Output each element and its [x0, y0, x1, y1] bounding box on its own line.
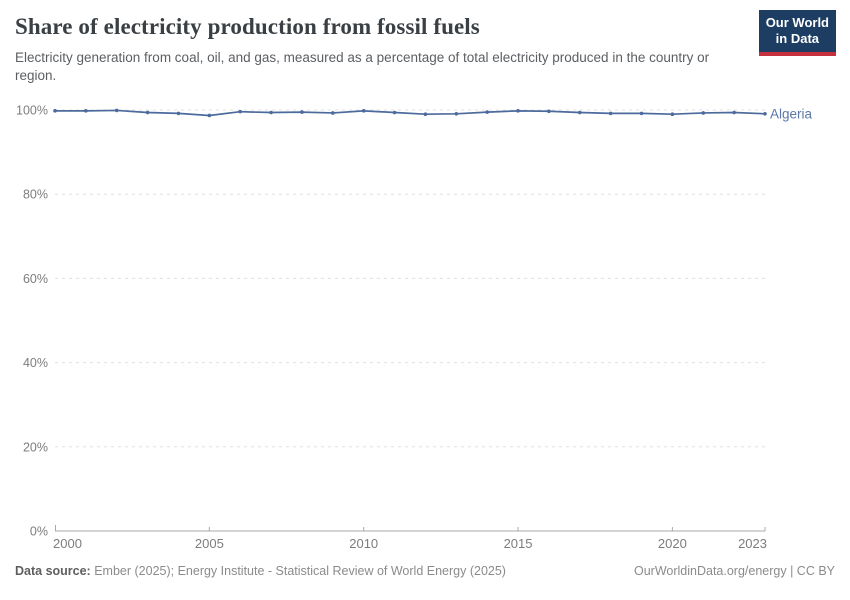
- data-point: [701, 111, 706, 115]
- data-point: [114, 108, 119, 113]
- data-source-text: Ember (2025); Energy Institute - Statist…: [90, 564, 506, 578]
- entity-label: Algeria: [770, 106, 813, 121]
- data-point: [670, 112, 675, 117]
- y-tick-label: 20%: [23, 440, 48, 454]
- data-point: [331, 111, 335, 115]
- x-tick-label: 2005: [195, 536, 224, 551]
- x-tick-label: 2015: [504, 536, 533, 551]
- x-tick-label: 2010: [349, 536, 378, 551]
- y-tick-label: 0%: [30, 525, 48, 539]
- data-point: [577, 110, 582, 115]
- chart-subtitle: Electricity generation from coal, oil, a…: [15, 50, 710, 84]
- x-tick-label: 2023: [738, 536, 767, 551]
- data-point: [207, 113, 212, 118]
- data-point: [361, 109, 366, 113]
- x-tick-label: 2020: [658, 536, 687, 551]
- data-point: [300, 110, 304, 114]
- data-source: Data source: Ember (2025); Energy Instit…: [15, 564, 506, 578]
- data-point: [176, 111, 181, 116]
- data-line: [54, 109, 766, 117]
- owid-logo[interactable]: Our World in Data: [758, 10, 836, 56]
- line-chart: 0% 20% 40% 60% 80% 100% 2000 2005 2010 2015 2020 20…: [16, 104, 813, 552]
- owid-logo-line1: Our World: [765, 15, 829, 30]
- data-point: [763, 111, 767, 116]
- data-point: [238, 109, 243, 114]
- x-tick-label: 2000: [53, 536, 82, 551]
- owid-logo-line2: in Data: [775, 31, 820, 47]
- y-tick-label: 60%: [23, 272, 48, 286]
- data-point: [454, 111, 459, 116]
- data-point: [53, 109, 57, 113]
- y-tick-label: 100%: [16, 104, 48, 118]
- chart-footer: Data source: Ember (2025); Energy Instit…: [15, 564, 835, 578]
- data-point: [392, 110, 397, 115]
- data-point: [732, 110, 736, 115]
- data-point: [516, 109, 520, 113]
- y-tick-label: 80%: [23, 188, 48, 202]
- data-point: [485, 110, 489, 114]
- chart-title: Share of electricity production from fos…: [15, 14, 480, 39]
- y-tick-label: 40%: [23, 356, 48, 370]
- data-point: [608, 111, 613, 116]
- data-point: [269, 110, 273, 115]
- data-point: [423, 112, 428, 117]
- data-point: [639, 111, 644, 116]
- data-point: [145, 110, 150, 115]
- data-source-label: Data source:: [15, 564, 91, 578]
- data-point: [547, 109, 551, 114]
- data-point: [84, 109, 88, 113]
- chart-header: Share of electricity production from fos…: [15, 14, 755, 85]
- owid-url-link[interactable]: OurWorldinData.org/energy | CC BY: [633, 564, 835, 578]
